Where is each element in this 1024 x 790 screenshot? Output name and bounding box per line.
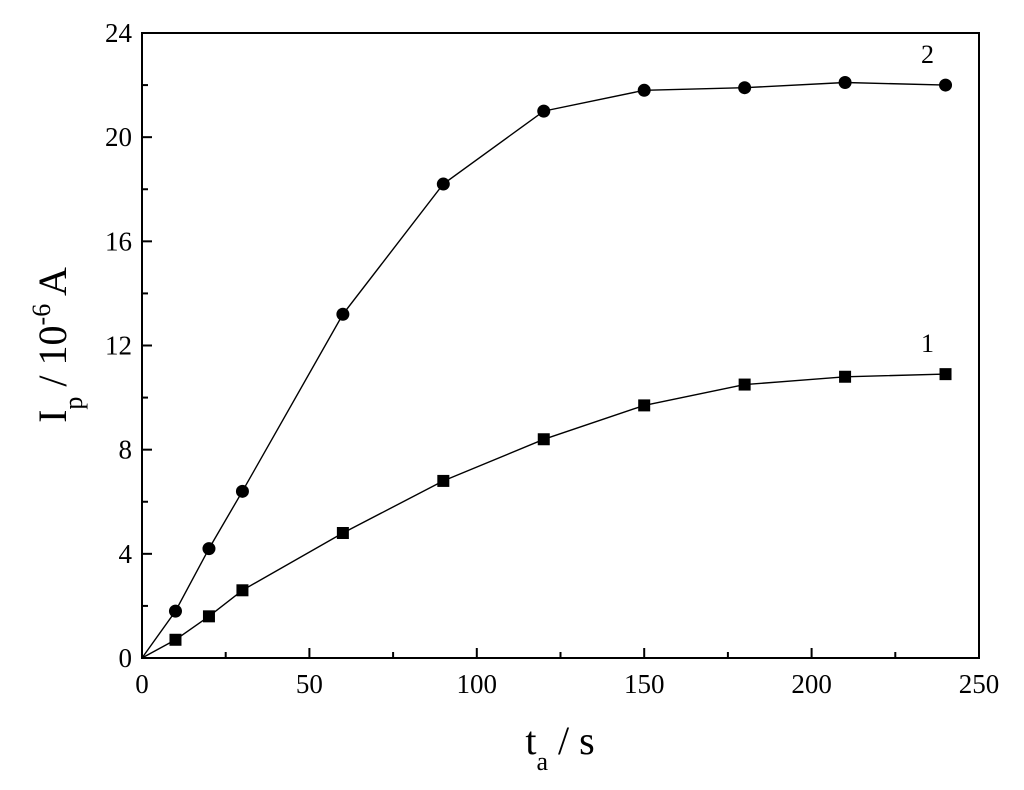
series-label: 1 (921, 329, 934, 358)
series-1: 1 (141, 329, 952, 659)
data-point (738, 378, 751, 391)
x-axis: 0 50 100 150 200 250 (135, 648, 999, 699)
x-tick-label: 150 (624, 669, 665, 699)
data-point (169, 633, 182, 646)
data-point (839, 370, 852, 383)
y-axis-title-sup: -6 (27, 304, 56, 326)
x-tick-label: 100 (457, 669, 498, 699)
data-point (235, 484, 249, 498)
plot-frame (141, 32, 980, 659)
data-point (436, 177, 450, 191)
y-axis-title-mid: / 10 (30, 325, 75, 396)
y-axis-title-unit: A (30, 267, 75, 304)
data-point (738, 81, 752, 95)
series-2: 2 (141, 40, 953, 659)
y-tick-label: 24 (105, 18, 133, 48)
x-axis-title: ta / s (525, 718, 594, 776)
x-axis-title-sub: a (536, 747, 548, 776)
data-point (202, 610, 215, 623)
x-tick-label: 250 (959, 669, 1000, 699)
data-point (939, 368, 952, 381)
x-tick-label: 200 (791, 669, 832, 699)
data-point (838, 75, 852, 89)
data-point (939, 78, 953, 92)
x-tick-label: 0 (135, 669, 149, 699)
y-axis-title-main: I (30, 410, 75, 423)
data-point (637, 83, 651, 97)
data-point (336, 307, 350, 321)
data-point (168, 604, 182, 618)
series-label: 2 (921, 40, 934, 69)
x-axis-title-unit: / s (548, 718, 595, 763)
y-tick-label: 20 (105, 122, 132, 152)
data-point (236, 584, 249, 597)
y-tick-label: 0 (119, 643, 133, 673)
y-tick-label: 16 (105, 226, 132, 256)
series-line (141, 81, 946, 659)
data-point (537, 104, 551, 118)
y-tick-label: 8 (119, 435, 133, 465)
y-tick-label: 4 (119, 539, 133, 569)
y-axis-title: Ip / 10-6 A (27, 267, 88, 423)
y-tick-label: 12 (105, 331, 132, 361)
y-axis: 0 4 8 12 16 20 24 (105, 18, 152, 673)
data-point (336, 527, 349, 539)
series-line (141, 373, 946, 659)
x-axis-title-main: t (525, 718, 536, 763)
data-point (202, 542, 216, 556)
data-point (638, 399, 651, 412)
data-point (437, 474, 450, 487)
y-axis-title-sub: p (59, 397, 88, 410)
x-tick-label: 50 (296, 669, 323, 699)
data-point (537, 433, 550, 446)
series-layer: 12 (141, 40, 953, 659)
